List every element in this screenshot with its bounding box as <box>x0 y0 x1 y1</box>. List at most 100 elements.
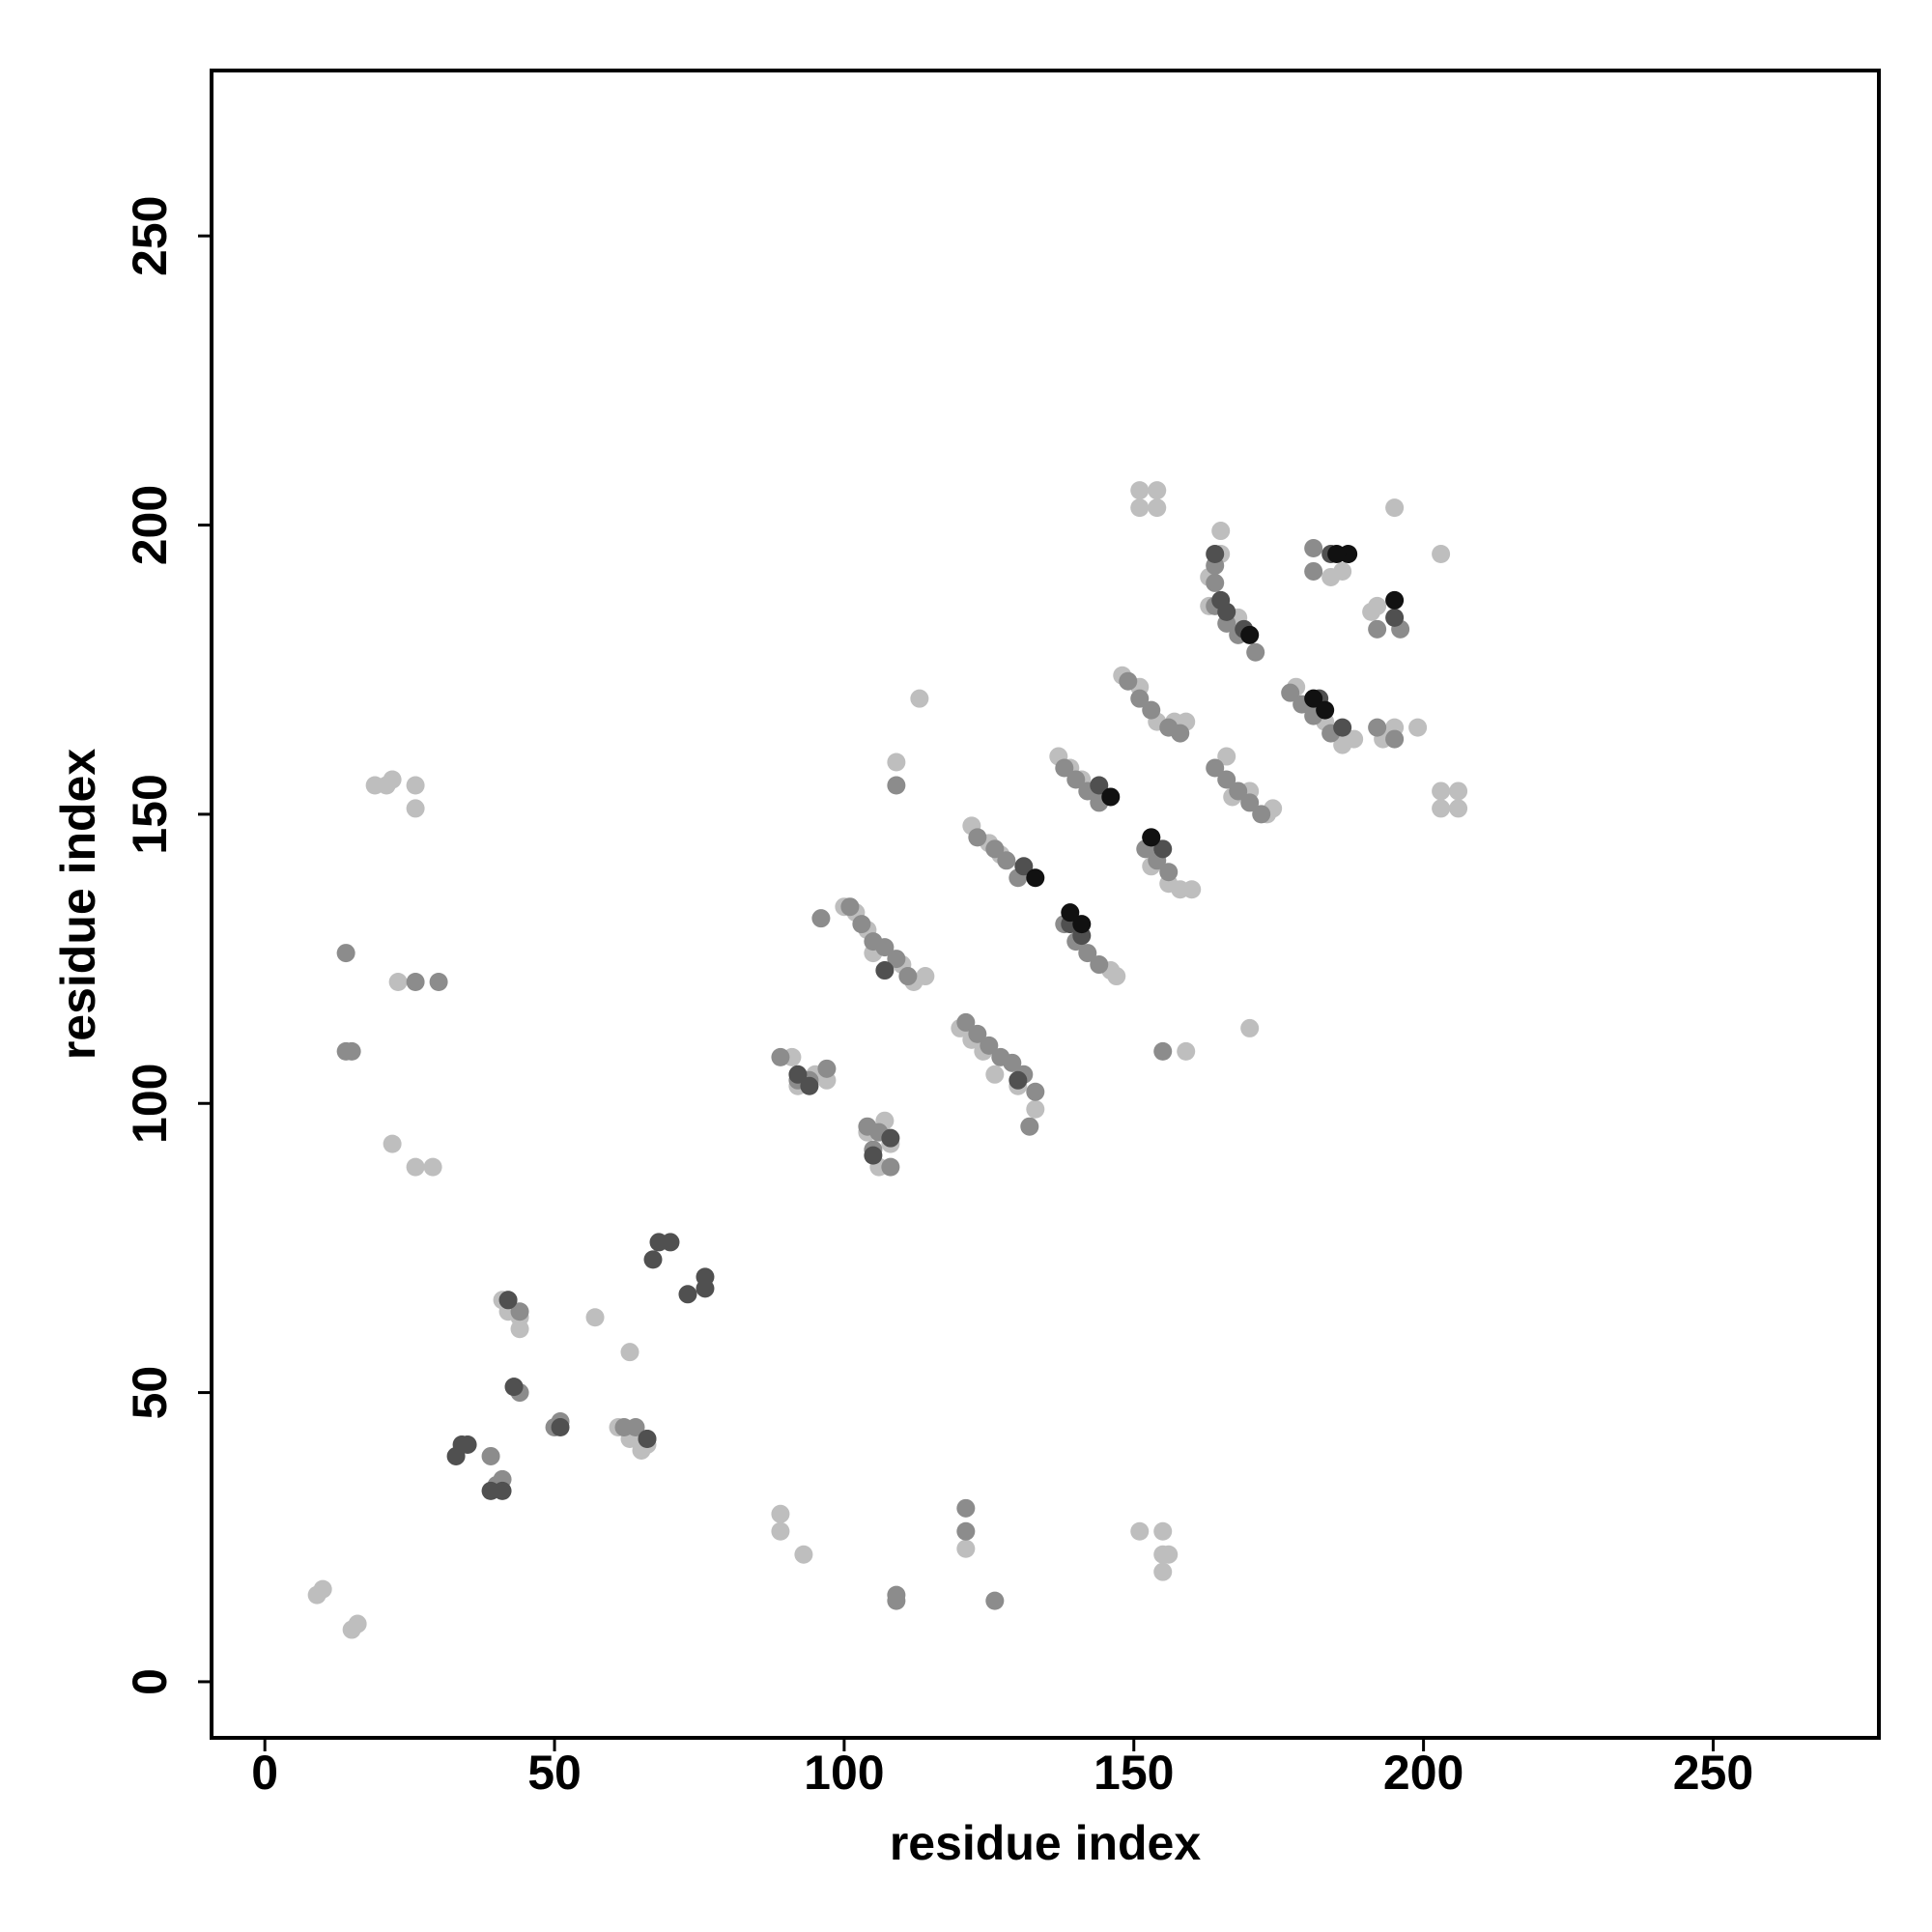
point <box>1003 1053 1022 1072</box>
point <box>881 1128 900 1148</box>
point <box>1130 481 1150 500</box>
point <box>1020 1117 1039 1136</box>
point <box>1432 781 1451 801</box>
point <box>1026 868 1045 888</box>
point <box>800 1076 819 1095</box>
y-tick-label: 0 <box>123 1668 177 1695</box>
point <box>817 1059 837 1078</box>
x-tick-label: 100 <box>804 1746 884 1800</box>
point <box>1246 642 1265 662</box>
y-tick-label: 50 <box>123 1366 177 1420</box>
point <box>406 973 425 992</box>
x-tick-label: 250 <box>1673 1746 1753 1800</box>
point <box>1055 758 1074 778</box>
point <box>1229 781 1248 801</box>
point <box>1240 793 1260 812</box>
point <box>864 1146 883 1165</box>
point <box>887 753 906 772</box>
point <box>1130 1521 1150 1541</box>
point <box>1159 863 1179 882</box>
point <box>1130 689 1150 708</box>
point <box>956 1498 976 1518</box>
point <box>887 950 906 969</box>
point <box>1217 747 1236 766</box>
point <box>1385 608 1405 627</box>
point <box>429 973 448 992</box>
point <box>342 1041 361 1061</box>
point <box>493 1481 512 1500</box>
point <box>1449 781 1468 801</box>
point <box>788 1065 808 1084</box>
point <box>1153 1562 1173 1581</box>
point <box>661 1233 680 1252</box>
point <box>1078 944 1097 963</box>
point <box>1333 561 1352 581</box>
point <box>1026 1082 1045 1101</box>
point <box>1066 770 1086 789</box>
point <box>1368 619 1387 639</box>
point <box>383 770 402 789</box>
point <box>388 973 408 992</box>
point <box>771 1504 790 1523</box>
point <box>1385 498 1405 518</box>
point <box>643 1250 663 1269</box>
point <box>956 1012 976 1032</box>
point <box>620 1343 639 1362</box>
point <box>336 944 355 963</box>
point <box>881 1157 900 1177</box>
point <box>1142 828 1161 847</box>
point <box>916 967 935 986</box>
x-tick-label: 150 <box>1094 1746 1174 1800</box>
point <box>840 897 860 917</box>
point <box>481 1446 500 1465</box>
point <box>887 1591 906 1610</box>
point <box>1217 602 1236 621</box>
x-tick-label: 0 <box>251 1746 278 1800</box>
point <box>1153 1041 1173 1061</box>
point <box>980 1036 999 1055</box>
point <box>875 961 895 980</box>
point <box>1432 799 1451 818</box>
point <box>1206 758 1225 778</box>
point <box>1368 718 1387 737</box>
point <box>423 1157 442 1177</box>
y-axis-label: residue index <box>51 749 105 1061</box>
point <box>1449 799 1468 818</box>
point <box>1206 573 1225 592</box>
point <box>1368 596 1387 615</box>
point <box>956 1539 976 1558</box>
point <box>1026 1099 1045 1119</box>
point <box>985 1065 1005 1084</box>
point <box>1211 522 1231 541</box>
point <box>510 1320 529 1339</box>
point <box>887 776 906 795</box>
point <box>585 1308 605 1327</box>
point <box>406 776 425 795</box>
point <box>771 1047 790 1066</box>
point <box>1148 481 1167 500</box>
point <box>968 828 987 847</box>
point <box>626 1418 645 1437</box>
point <box>313 1579 332 1599</box>
x-tick-label: 200 <box>1383 1746 1463 1800</box>
point <box>985 1591 1005 1610</box>
point <box>968 1024 987 1043</box>
point <box>1153 839 1173 859</box>
point <box>985 839 1005 859</box>
x-axis-label: residue index <box>890 1816 1202 1870</box>
point <box>1206 544 1225 563</box>
point <box>1240 1018 1260 1037</box>
point <box>551 1418 570 1437</box>
point <box>1345 729 1364 749</box>
point <box>1090 955 1109 975</box>
point <box>1119 671 1138 691</box>
point <box>1217 770 1236 789</box>
point <box>1240 625 1260 644</box>
point <box>1148 498 1167 518</box>
point <box>348 1614 367 1634</box>
point <box>383 1134 402 1153</box>
point <box>1061 903 1080 923</box>
point <box>638 1429 657 1448</box>
point <box>510 1302 529 1321</box>
